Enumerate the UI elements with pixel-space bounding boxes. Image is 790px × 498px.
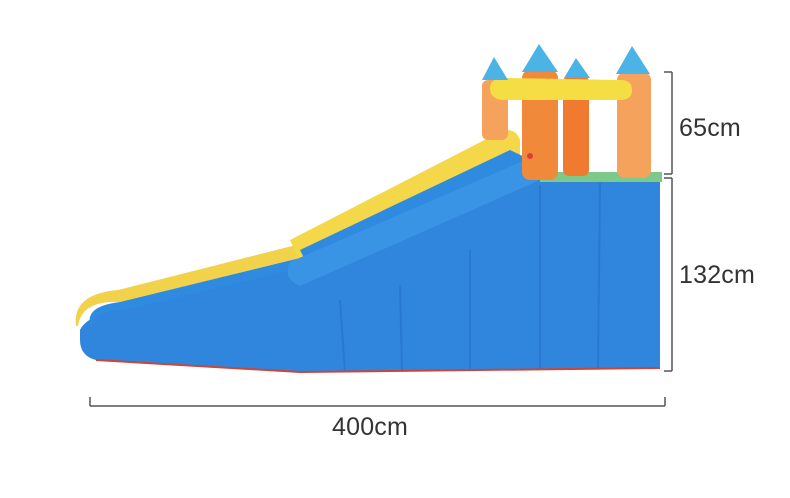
slide-runout-rail — [75, 244, 301, 326]
turret-cap-4 — [616, 46, 650, 74]
tower-platform — [540, 172, 662, 182]
length-label: 400cm — [332, 413, 409, 441]
tower-crossbar — [490, 78, 632, 100]
slide-folds — [339, 182, 601, 373]
tower-height-label: 65cm — [679, 114, 741, 142]
dimension-lines — [89, 71, 673, 407]
slide-runout-inner — [89, 258, 300, 324]
slide-side-wall — [80, 160, 660, 372]
base-height-label: 132cm — [679, 261, 756, 289]
turret-cap-2 — [522, 44, 558, 72]
air-valve — [527, 153, 533, 159]
turret-cap-1 — [482, 57, 508, 80]
slide-tube — [287, 158, 542, 286]
tower-pillar-back-right — [563, 76, 589, 176]
turret-cap-3 — [564, 58, 590, 78]
bottom-trim — [95, 359, 661, 374]
